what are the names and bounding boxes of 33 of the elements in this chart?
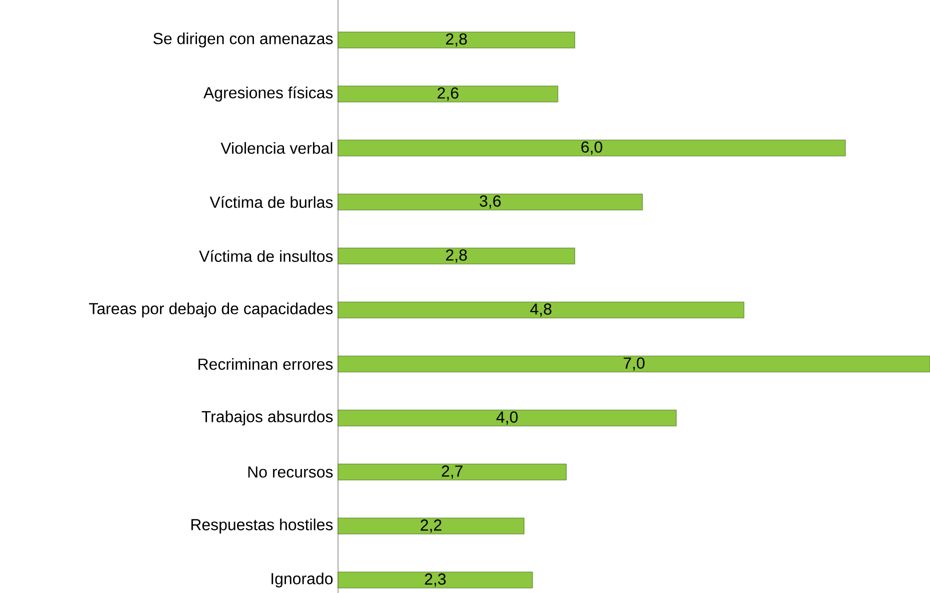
- y-tick-label: Respuestas hostiles: [191, 518, 333, 534]
- data-label: 3,6: [480, 195, 501, 209]
- bar: [338, 140, 846, 156]
- y-tick-label: Víctima de insultos: [199, 250, 333, 262]
- y-tick-label: Agresiones físicas: [203, 86, 333, 102]
- y-tick-label: Tareas por debajo de capacidades: [89, 302, 333, 318]
- y-tick-label: No recursos: [248, 466, 333, 478]
- data-label: 7,0: [624, 357, 645, 371]
- y-tick-label: Recriminan errores: [198, 358, 333, 370]
- data-label: 6,0: [581, 141, 602, 155]
- bar: [338, 86, 558, 102]
- data-label: 2,6: [438, 87, 458, 101]
- bar: [338, 302, 744, 318]
- y-tick-label: Ignorado: [272, 572, 333, 588]
- bar: [338, 572, 533, 588]
- y-tick-label: Víctima de burlas: [210, 196, 333, 208]
- data-label: 2,8: [446, 249, 467, 263]
- data-label: 2,7: [442, 465, 462, 479]
- y-tick-label: Se dirigen con amenazas: [153, 32, 333, 48]
- data-label: 2,2: [420, 519, 442, 533]
- bar: [338, 518, 524, 534]
- bar: [338, 410, 677, 426]
- data-label: 2,8: [446, 33, 467, 47]
- y-tick-label: Trabajos absurdos: [202, 410, 333, 426]
- bar: [338, 464, 567, 480]
- data-label: 4,8: [530, 303, 552, 317]
- bar: [338, 356, 930, 372]
- y-tick-label: Violencia verbal: [220, 142, 332, 154]
- data-label: 4,0: [496, 411, 518, 425]
- bar: [338, 194, 643, 210]
- data-label: 2,3: [424, 573, 446, 587]
- bar: [338, 32, 576, 48]
- bar: [338, 248, 576, 264]
